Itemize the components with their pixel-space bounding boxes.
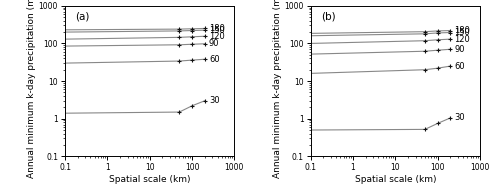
Text: 60: 60 — [454, 62, 465, 71]
Text: 120: 120 — [454, 35, 470, 44]
Text: 90: 90 — [454, 45, 465, 54]
Text: (b): (b) — [321, 12, 336, 22]
Text: 60: 60 — [209, 55, 220, 64]
Text: 30: 30 — [209, 96, 220, 105]
Text: 180: 180 — [454, 26, 470, 35]
Text: 180: 180 — [209, 24, 225, 33]
Text: 30: 30 — [454, 113, 465, 122]
Text: 90: 90 — [209, 39, 220, 48]
X-axis label: Spatial scale (km): Spatial scale (km) — [354, 175, 436, 184]
Y-axis label: Annual minimum k-day precipitation (mm): Annual minimum k-day precipitation (mm) — [27, 0, 36, 178]
Text: 150: 150 — [209, 26, 224, 35]
Text: 150: 150 — [454, 28, 470, 37]
Text: (a): (a) — [75, 12, 90, 22]
Y-axis label: Annual minimum k-day precipitation (mm): Annual minimum k-day precipitation (mm) — [272, 0, 281, 178]
Text: 120: 120 — [209, 32, 224, 41]
X-axis label: Spatial scale (km): Spatial scale (km) — [109, 175, 190, 184]
